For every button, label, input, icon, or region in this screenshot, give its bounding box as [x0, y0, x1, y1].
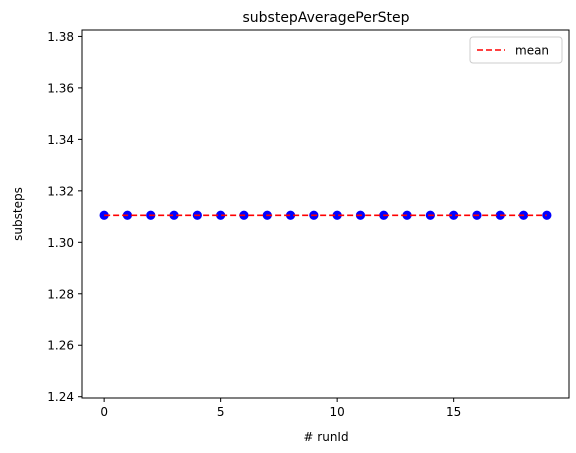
chart-title: substepAveragePerStep — [242, 10, 409, 26]
data-point — [285, 210, 296, 220]
x-tick-label: 10 — [330, 405, 345, 419]
y-tick-label: 1.24 — [47, 390, 74, 404]
x-axis: 0 5 10 15 — [100, 398, 461, 419]
data-point — [449, 210, 459, 220]
x-tick-label: 5 — [217, 405, 225, 419]
legend-box — [469, 36, 563, 64]
y-tick-label: 1.28 — [47, 287, 74, 301]
y-axis: 1.24 1.26 1.28 1.30 1.32 1.34 1.36 1.38 — [47, 30, 82, 404]
legend: mean — [469, 36, 563, 64]
y-tick-label: 1.30 — [47, 236, 74, 250]
y-tick-label: 1.36 — [47, 81, 74, 95]
x-tick-label: 15 — [446, 405, 461, 419]
y-tick-label: 1.26 — [47, 339, 74, 353]
plot-frame — [81, 29, 570, 399]
y-tick-label: 1.38 — [47, 30, 74, 44]
y-axis-label: substeps — [11, 187, 25, 241]
data-point — [216, 210, 226, 220]
data-point — [332, 210, 342, 220]
x-tick-label: 0 — [100, 405, 108, 419]
x-axis-label: # runId — [303, 430, 348, 444]
data-point — [169, 210, 179, 220]
y-tick-label: 1.34 — [47, 133, 74, 147]
y-tick-label: 1.32 — [47, 184, 74, 198]
plot-area — [99, 210, 552, 220]
legend-mean-label: mean — [515, 44, 549, 58]
